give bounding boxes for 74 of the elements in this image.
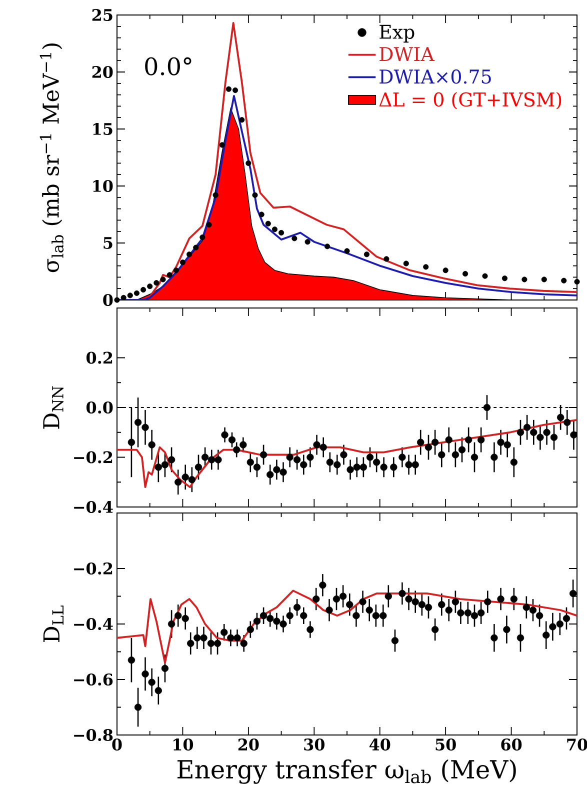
legend-label: DWIA×0.75 [380,69,491,84]
y-tick-label: −0.2 [74,562,112,575]
y-tick-label: 0 [103,294,113,306]
point [147,284,153,290]
y-tick-label: 0.2 [86,352,112,364]
y-axis-title: D$_{LL}$ [43,606,64,642]
x-tick-label: 40 [369,738,390,751]
point [324,244,330,250]
point [212,192,218,198]
y-tick-label: 0.0 [86,401,113,414]
y-axis-title: D$_{NN}$ [43,386,64,429]
point [180,260,186,266]
point [226,86,232,92]
point [206,222,212,228]
line-series [117,418,578,488]
point [423,264,429,270]
x-tick-label: 50 [436,738,456,751]
point [173,268,179,274]
point [140,286,146,293]
x-tick-label: 60 [501,738,522,751]
y-tick-label: −0.2 [74,451,112,464]
y-tick-label: −0.4 [74,618,113,630]
point [200,234,206,240]
y-tick-label: 5 [104,237,112,249]
point [127,292,133,298]
point [292,236,298,242]
x-axis-title: Energy transfer ω$_{lab}$ (MeV) [178,759,516,784]
y-tick-label: 10 [93,180,113,192]
point [265,220,271,226]
x-tick-label: 30 [304,738,324,751]
point [384,256,390,262]
point [344,248,350,254]
point [403,260,409,266]
y-tick-label: 15 [93,122,112,136]
y-tick-label: 25 [92,8,112,22]
point [561,278,567,284]
x-tick-label: 70 [567,738,587,751]
point [166,272,172,278]
point [272,226,278,232]
legend-label: DWIA [380,47,435,61]
y-tick-label: 20 [92,66,113,78]
x-tick-label: 10 [174,738,194,751]
point [186,252,192,258]
x-tick-label: 0 [112,738,122,751]
point [304,239,310,245]
point [120,294,126,301]
x-tick-label: 20 [238,738,259,751]
annotation: 0.0° [145,57,192,76]
point [482,273,488,279]
legend-label: ΔL = 0 (GT+IVSM) [379,92,562,110]
point [114,297,120,303]
point [193,244,199,250]
point [502,276,508,282]
point [134,290,140,296]
point [160,276,166,282]
point [364,252,370,258]
point [258,212,264,218]
point [246,160,252,166]
point [154,280,160,286]
point [278,230,284,236]
point [522,276,528,282]
point [442,268,448,274]
point [541,276,547,282]
y-tick-label: −0.8 [74,728,113,742]
legend-label: Exp [380,24,414,43]
point [232,87,238,94]
y-axis-title: σ$_{lab}$ (mb sr$^{−1}$ MeV$^{−1}$) [40,44,64,272]
point [239,117,245,123]
y-tick-label: −0.4 [74,500,113,514]
point [462,270,468,277]
point [252,192,258,198]
point [574,278,580,285]
y-tick-label: −0.6 [74,673,113,686]
point [219,142,225,148]
